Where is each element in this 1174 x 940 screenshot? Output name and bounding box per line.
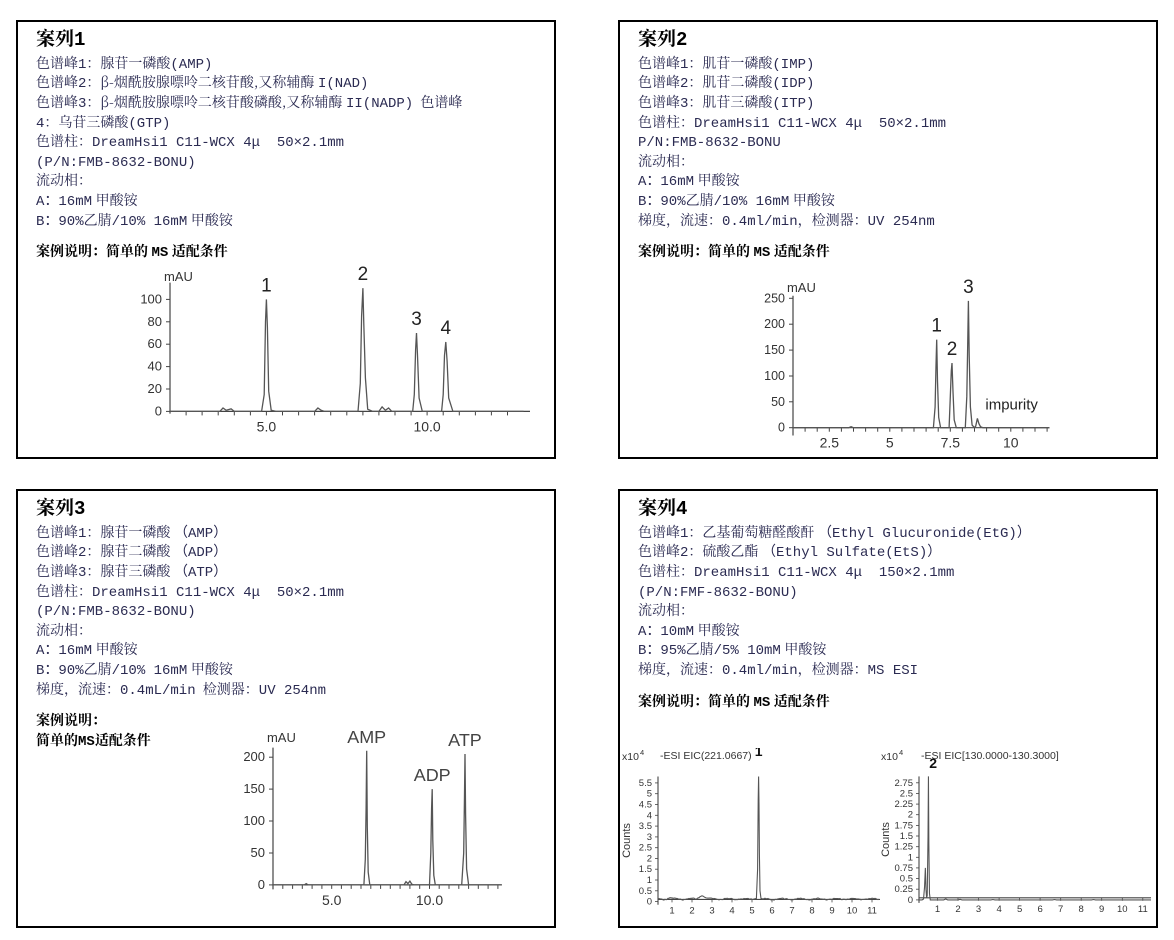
- svg-text:5: 5: [885, 435, 893, 451]
- svg-text:3: 3: [975, 904, 980, 915]
- svg-text:1: 1: [755, 748, 763, 759]
- svg-text:10.0: 10.0: [413, 418, 440, 434]
- svg-text:40: 40: [147, 359, 161, 374]
- svg-text:x10: x10: [622, 751, 639, 763]
- svg-text:ADP: ADP: [413, 765, 450, 785]
- svg-text:3: 3: [963, 277, 974, 298]
- svg-text:2.5: 2.5: [899, 788, 912, 799]
- svg-text:AMP: AMP: [347, 726, 386, 746]
- svg-text:10: 10: [847, 905, 858, 916]
- svg-text:100: 100: [140, 291, 162, 306]
- svg-text:7.5: 7.5: [940, 435, 960, 451]
- svg-text:9: 9: [829, 905, 834, 916]
- svg-text:0.5: 0.5: [899, 874, 912, 885]
- svg-text:0.25: 0.25: [894, 884, 913, 895]
- svg-text:ATP: ATP: [448, 730, 482, 750]
- svg-text:0: 0: [154, 403, 161, 418]
- svg-text:7: 7: [1058, 904, 1063, 915]
- svg-text:20: 20: [147, 381, 161, 396]
- svg-text:5.5: 5.5: [639, 778, 652, 789]
- svg-text:4: 4: [899, 748, 903, 757]
- svg-text:8: 8: [1078, 904, 1083, 915]
- svg-text:5: 5: [749, 905, 754, 916]
- svg-text:0: 0: [257, 876, 264, 891]
- svg-text:4: 4: [647, 810, 652, 821]
- svg-text:mAU: mAU: [266, 730, 295, 745]
- svg-text:4: 4: [996, 904, 1001, 915]
- svg-text:6: 6: [769, 905, 774, 916]
- svg-text:3.5: 3.5: [639, 821, 652, 832]
- svg-text:0.5: 0.5: [639, 886, 652, 897]
- svg-text:Counts: Counts: [621, 823, 633, 858]
- svg-text:50: 50: [250, 844, 264, 859]
- svg-text:impurity: impurity: [985, 397, 1038, 414]
- svg-text:2: 2: [907, 810, 912, 821]
- svg-text:2: 2: [946, 339, 957, 360]
- svg-text:0: 0: [778, 421, 785, 435]
- svg-text:1: 1: [907, 852, 912, 863]
- svg-text:80: 80: [147, 314, 161, 329]
- svg-text:1: 1: [647, 875, 652, 886]
- svg-text:x10: x10: [881, 751, 898, 763]
- svg-text:0: 0: [907, 895, 912, 906]
- svg-text:250: 250: [764, 291, 785, 305]
- svg-text:2.5: 2.5: [639, 843, 652, 854]
- svg-text:200: 200: [764, 317, 785, 331]
- svg-text:2.25: 2.25: [894, 799, 913, 810]
- svg-text:5: 5: [1016, 904, 1021, 915]
- svg-text:1.5: 1.5: [639, 864, 652, 875]
- svg-text:4: 4: [640, 748, 644, 757]
- svg-text:-ESI EIC[130.0000-130.3000]: -ESI EIC[130.0000-130.3000]: [921, 750, 1059, 762]
- svg-text:2: 2: [929, 755, 937, 771]
- svg-text:100: 100: [243, 812, 265, 827]
- svg-text:4: 4: [729, 905, 734, 916]
- svg-text:0: 0: [647, 897, 652, 908]
- svg-text:60: 60: [147, 336, 161, 351]
- svg-text:100: 100: [764, 369, 785, 383]
- svg-text:5.0: 5.0: [256, 418, 276, 434]
- svg-text:1: 1: [669, 905, 674, 916]
- svg-text:2: 2: [647, 854, 652, 865]
- svg-text:0.75: 0.75: [894, 863, 913, 874]
- svg-text:10.0: 10.0: [415, 891, 442, 907]
- svg-text:1.75: 1.75: [894, 820, 913, 831]
- svg-text:3: 3: [647, 832, 652, 843]
- svg-text:6: 6: [1037, 904, 1042, 915]
- svg-text:-ESI EIC(221.0667): -ESI EIC(221.0667): [660, 750, 752, 762]
- svg-text:1: 1: [934, 904, 939, 915]
- svg-text:200: 200: [243, 749, 265, 764]
- svg-text:4: 4: [440, 318, 451, 339]
- svg-text:mAU: mAU: [164, 269, 193, 284]
- svg-text:7: 7: [789, 905, 794, 916]
- svg-text:150: 150: [764, 343, 785, 357]
- svg-text:mAU: mAU: [787, 280, 816, 295]
- svg-text:5: 5: [647, 789, 652, 800]
- svg-text:10: 10: [1117, 904, 1128, 915]
- svg-text:2: 2: [689, 905, 694, 916]
- svg-text:1: 1: [261, 275, 272, 296]
- svg-text:50: 50: [771, 395, 785, 409]
- svg-text:2.5: 2.5: [819, 435, 839, 451]
- svg-text:3: 3: [411, 309, 422, 330]
- svg-text:10: 10: [1003, 435, 1019, 451]
- svg-text:1: 1: [931, 316, 942, 337]
- svg-text:8: 8: [809, 905, 814, 916]
- svg-text:11: 11: [1137, 904, 1147, 915]
- svg-text:150: 150: [243, 781, 265, 796]
- svg-text:5.0: 5.0: [321, 891, 341, 907]
- svg-text:2.75: 2.75: [894, 778, 913, 789]
- svg-text:11: 11: [867, 905, 877, 916]
- svg-text:3: 3: [709, 905, 714, 916]
- svg-text:9: 9: [1099, 904, 1104, 915]
- svg-text:1.25: 1.25: [894, 842, 913, 853]
- svg-text:Counts: Counts: [880, 822, 892, 857]
- svg-text:1.5: 1.5: [899, 831, 912, 842]
- svg-text:4.5: 4.5: [639, 800, 652, 811]
- svg-text:2: 2: [955, 904, 960, 915]
- svg-text:2: 2: [357, 264, 368, 285]
